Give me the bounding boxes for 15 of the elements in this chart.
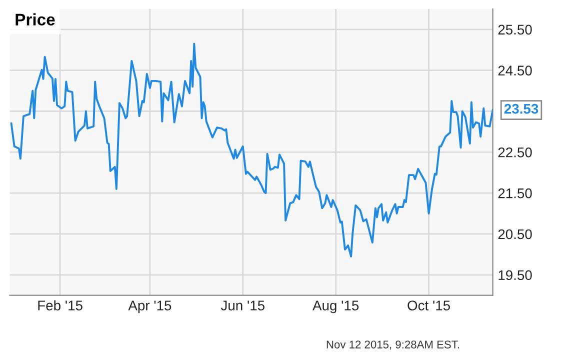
x-tick-label: Oct '15 — [408, 300, 450, 310]
y-tick-label: 24.50 — [498, 66, 532, 76]
line-series — [10, 42, 493, 258]
x-tick-label: Apr '15 — [128, 300, 172, 314]
y-tick-label: 20.50 — [498, 229, 532, 240]
chart-title: Price — [16, 13, 55, 26]
x-tick-label: Aug '15 — [312, 300, 359, 314]
y-tick-label: 19.50 — [498, 270, 532, 280]
y-tick-label: 21.50 — [498, 188, 532, 198]
x-tick-label: Feb '15 — [38, 300, 82, 310]
x-tick-label: Jun '15 — [220, 300, 264, 310]
y-tick-label: 25.50 — [498, 24, 532, 35]
y-tick-label: 22.50 — [498, 147, 532, 158]
text: Nov 12 2015, 9:28AM EST. — [326, 340, 459, 350]
annotation: 23.53 — [504, 104, 538, 114]
